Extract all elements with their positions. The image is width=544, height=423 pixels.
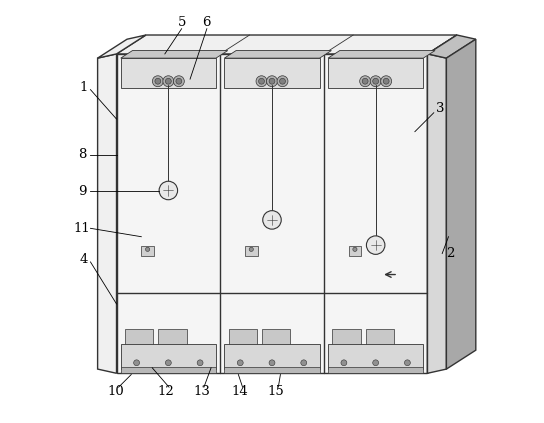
- Bar: [245, 246, 257, 255]
- Polygon shape: [228, 329, 257, 344]
- Polygon shape: [121, 51, 228, 58]
- Circle shape: [134, 360, 140, 366]
- Polygon shape: [97, 54, 116, 373]
- Text: 9: 9: [78, 185, 86, 198]
- Text: 13: 13: [193, 385, 210, 398]
- Bar: [349, 246, 361, 255]
- Circle shape: [404, 360, 410, 366]
- Text: 3: 3: [436, 102, 444, 115]
- Text: 10: 10: [107, 385, 124, 398]
- Text: 12: 12: [158, 385, 175, 398]
- Text: 4: 4: [79, 253, 88, 266]
- Circle shape: [145, 247, 150, 251]
- Text: 6: 6: [202, 16, 211, 29]
- Polygon shape: [428, 35, 476, 58]
- Circle shape: [301, 360, 307, 366]
- Circle shape: [277, 76, 288, 87]
- Circle shape: [370, 76, 381, 87]
- Circle shape: [362, 78, 368, 84]
- Circle shape: [381, 76, 392, 87]
- Polygon shape: [224, 367, 320, 373]
- Circle shape: [197, 360, 203, 366]
- Polygon shape: [121, 344, 216, 369]
- Polygon shape: [224, 51, 331, 58]
- Polygon shape: [116, 294, 428, 373]
- Text: 14: 14: [232, 385, 249, 398]
- Circle shape: [256, 76, 267, 87]
- Circle shape: [165, 360, 171, 366]
- Circle shape: [163, 76, 174, 87]
- Circle shape: [360, 76, 370, 87]
- Circle shape: [383, 78, 389, 84]
- Polygon shape: [332, 329, 361, 344]
- Circle shape: [159, 181, 177, 200]
- Circle shape: [249, 247, 254, 251]
- Circle shape: [237, 360, 243, 366]
- Circle shape: [373, 360, 379, 366]
- Polygon shape: [262, 329, 290, 344]
- Circle shape: [267, 76, 277, 87]
- Polygon shape: [328, 344, 423, 369]
- Circle shape: [152, 76, 163, 87]
- Text: 11: 11: [73, 222, 90, 235]
- Text: 8: 8: [78, 148, 86, 161]
- Text: 5: 5: [177, 16, 186, 29]
- Circle shape: [263, 211, 281, 229]
- Circle shape: [367, 236, 385, 254]
- Polygon shape: [224, 344, 320, 369]
- Text: 15: 15: [268, 385, 284, 398]
- Circle shape: [269, 360, 275, 366]
- Text: 1: 1: [79, 81, 88, 94]
- Circle shape: [174, 76, 184, 87]
- Polygon shape: [116, 54, 428, 373]
- Polygon shape: [121, 58, 216, 88]
- Polygon shape: [125, 329, 153, 344]
- Circle shape: [176, 78, 182, 84]
- Circle shape: [165, 78, 171, 84]
- Polygon shape: [121, 367, 216, 373]
- Polygon shape: [428, 35, 457, 373]
- Text: 2: 2: [447, 247, 455, 260]
- Circle shape: [280, 78, 286, 84]
- Circle shape: [373, 78, 379, 84]
- Polygon shape: [366, 329, 394, 344]
- Polygon shape: [428, 54, 447, 373]
- Polygon shape: [158, 329, 187, 344]
- Circle shape: [341, 360, 347, 366]
- Circle shape: [269, 78, 275, 84]
- Polygon shape: [97, 35, 146, 58]
- Polygon shape: [328, 367, 423, 373]
- Polygon shape: [447, 39, 476, 369]
- Polygon shape: [328, 51, 435, 58]
- Polygon shape: [328, 58, 423, 88]
- Polygon shape: [224, 58, 320, 88]
- Polygon shape: [116, 35, 457, 54]
- Circle shape: [353, 247, 357, 251]
- Bar: [141, 246, 154, 255]
- Circle shape: [258, 78, 264, 84]
- Circle shape: [155, 78, 161, 84]
